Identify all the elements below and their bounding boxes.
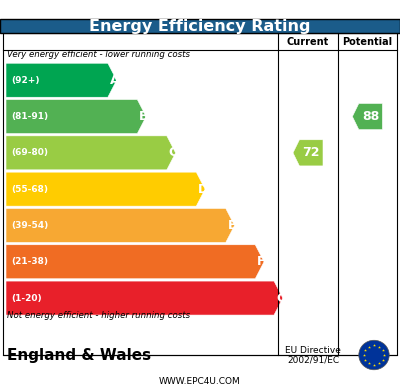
Text: (1-20): (1-20) [11, 294, 42, 303]
Text: (55-68): (55-68) [11, 185, 48, 194]
Text: Not energy efficient - higher running costs: Not energy efficient - higher running co… [7, 311, 190, 320]
Circle shape [359, 340, 389, 370]
Text: Current: Current [287, 37, 329, 47]
Text: B: B [139, 110, 149, 123]
Text: (39-54): (39-54) [11, 221, 48, 230]
Text: 88: 88 [362, 110, 379, 123]
Text: D: D [198, 183, 208, 196]
Text: E: E [228, 219, 236, 232]
FancyBboxPatch shape [3, 33, 397, 355]
Polygon shape [6, 172, 205, 206]
Text: G: G [276, 291, 286, 305]
Text: F: F [257, 255, 266, 268]
Polygon shape [6, 63, 117, 97]
Text: England & Wales: England & Wales [7, 348, 151, 362]
Text: Very energy efficient - lower running costs: Very energy efficient - lower running co… [7, 50, 190, 59]
Text: Energy Efficiency Rating: Energy Efficiency Rating [89, 19, 311, 34]
Polygon shape [6, 245, 264, 279]
Text: WWW.EPC4U.COM: WWW.EPC4U.COM [159, 376, 241, 386]
Text: Potential: Potential [342, 37, 392, 47]
Polygon shape [6, 281, 283, 315]
Text: (92+): (92+) [11, 76, 39, 85]
Text: (69-80): (69-80) [11, 148, 48, 158]
Text: EU Directive: EU Directive [285, 346, 341, 355]
Polygon shape [293, 140, 323, 166]
Text: 2002/91/EC: 2002/91/EC [287, 355, 339, 364]
Polygon shape [6, 136, 176, 170]
Text: C: C [169, 146, 178, 159]
FancyBboxPatch shape [0, 19, 400, 33]
Text: (21-38): (21-38) [11, 257, 48, 266]
Polygon shape [6, 100, 146, 133]
Text: (81-91): (81-91) [11, 112, 48, 121]
Text: A: A [110, 74, 120, 87]
Polygon shape [6, 208, 234, 242]
Polygon shape [352, 104, 382, 130]
Text: 72: 72 [302, 146, 320, 159]
